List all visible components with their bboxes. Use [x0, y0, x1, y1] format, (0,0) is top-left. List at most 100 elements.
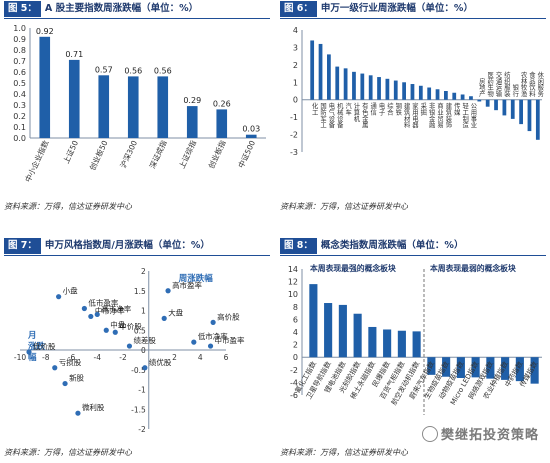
bar	[343, 68, 348, 100]
bar	[360, 73, 365, 100]
bar	[477, 99, 482, 102]
point-label: 高市净率	[101, 303, 131, 313]
point-label: 亏损股	[59, 357, 82, 367]
point-label: 高价股	[217, 311, 240, 321]
x-tick-label: 电子	[378, 101, 385, 115]
x-tick-label: 深证成指	[147, 138, 169, 170]
x-tick-label: -4	[94, 353, 102, 362]
scatter-point	[88, 313, 94, 320]
point-label: 中市净率	[95, 305, 125, 315]
y-tick-label: -1.5	[131, 405, 146, 414]
bar	[318, 43, 323, 100]
bar	[412, 331, 421, 358]
y-tick-label: 0.8	[13, 46, 26, 55]
figure7-panel: 图 7： 申万风格指数周/月涨跌幅（单位：%） -2 -1.5 -1 -0.5 0 0.5 1…	[4, 237, 270, 459]
data-label: 0.29	[183, 96, 201, 105]
bar	[39, 36, 51, 138]
point-label: 微利股	[82, 402, 105, 412]
bar	[444, 91, 448, 100]
y-tick-label: 2	[293, 341, 298, 350]
scatter-point	[112, 329, 118, 335]
figure5-tag: 图 5：	[4, 1, 41, 17]
bar	[515, 357, 524, 382]
y-tick-label: -3	[290, 148, 298, 157]
y-tick-label: -6	[290, 391, 298, 400]
x-tick-label: 交通运输	[495, 70, 502, 98]
figure8-title-text: 概念类指数周涨跌幅（单位：%）	[320, 240, 464, 251]
data-label: 0.03	[242, 125, 260, 134]
point-label: 中盘	[110, 319, 125, 329]
y-tick-label: -2	[290, 366, 298, 375]
x-tick-label: 上证50	[62, 139, 81, 165]
point-label: 高市盈率	[172, 280, 202, 290]
point-label: 中价股	[119, 321, 142, 331]
bar	[98, 75, 110, 138]
scatter-point	[94, 311, 100, 318]
point-label: 小盘	[63, 286, 78, 296]
x-tick-label: 电气设备	[327, 101, 334, 129]
figure8-tag: 图 8：	[280, 238, 317, 254]
bar	[383, 329, 392, 358]
figure7-title: 图 7： 申万风格指数周/月涨跌幅（单位：%）	[4, 237, 270, 256]
bar	[127, 76, 139, 138]
x-tick-label: 上证综指	[176, 138, 198, 170]
bar	[494, 99, 498, 111]
x-tick-label: 中小企业指数	[22, 138, 50, 183]
figure8-panel: 图 8： 概念类指数周涨跌幅（单位：%） -6 -4 -2 0 2 4 6 8 10 12 14 本周表…	[280, 237, 546, 459]
x-tick-label: 传媒	[453, 101, 460, 116]
bar	[410, 84, 415, 100]
y-tick-label: 1.0	[13, 24, 26, 33]
y-tick-label: 0	[141, 346, 146, 355]
y-tick-label: 2	[141, 267, 146, 276]
x-tick-label: -2	[119, 353, 127, 362]
y-tick-label: 10	[288, 290, 298, 299]
bar	[435, 89, 440, 100]
y-tick-label: 2	[293, 61, 298, 70]
bar	[327, 54, 331, 100]
point-label: 低价股	[33, 341, 56, 351]
figure6-title-text: 申万一级行业周涨跌幅（单位：%）	[320, 3, 473, 14]
x-tick-label: 汽车	[344, 101, 351, 116]
point-label: 绩优股	[149, 357, 172, 367]
y-tick-label: 0	[293, 353, 298, 362]
worst-header: 本周表现最弱的概念板块	[430, 263, 516, 273]
scatter-point	[81, 305, 87, 312]
scatter-point	[62, 380, 68, 387]
scatter-point	[75, 410, 81, 416]
bar	[368, 75, 373, 100]
bar	[427, 87, 432, 100]
figure8-title: 图 8： 概念类指数周涨跌幅（单位：%）	[280, 237, 546, 256]
x-tick-label: 化工	[311, 101, 318, 115]
x-tick-label: 采掘	[419, 101, 426, 116]
x-tick-label: 休闲服务	[536, 70, 543, 98]
scatter-point	[207, 343, 214, 349]
x-tick-label: 轻工制造	[461, 101, 468, 129]
bar	[469, 96, 473, 100]
x-tick-label: 沪深300	[118, 138, 140, 169]
scatter-point	[165, 288, 171, 294]
bar	[427, 357, 436, 375]
bar	[535, 99, 540, 140]
x-tick-label: 创业板指	[206, 138, 228, 170]
x-tick-label: -10	[14, 353, 26, 362]
bar	[452, 92, 457, 100]
figure5-title: 图 5： A 股主要指数周涨跌幅（单位：%）	[4, 0, 270, 19]
y-tick-label: 0.0	[13, 134, 26, 143]
y-tick-label: 0.6	[13, 68, 26, 77]
bar	[216, 109, 228, 138]
scatter-point	[26, 349, 32, 355]
figure6-title: 图 6： 申万一级行业周涨跌幅（单位：%）	[280, 0, 546, 19]
scatter-point	[126, 343, 133, 349]
x-tick-label: 创业板50	[87, 138, 110, 171]
x-tick-label: 房地产	[478, 76, 485, 98]
figure7-source: 资料来源：万得，信达证券研发中心	[4, 448, 132, 457]
x-tick-label: 计算机	[352, 101, 359, 123]
bar	[352, 71, 356, 100]
bar	[460, 94, 465, 100]
y-tick-label: 0.4	[13, 90, 26, 99]
bar	[338, 304, 347, 358]
x-tick-label: 纺织服装	[503, 70, 510, 98]
x-tick-label: 2	[172, 353, 177, 362]
y-tick-label: 0.5	[134, 326, 146, 335]
